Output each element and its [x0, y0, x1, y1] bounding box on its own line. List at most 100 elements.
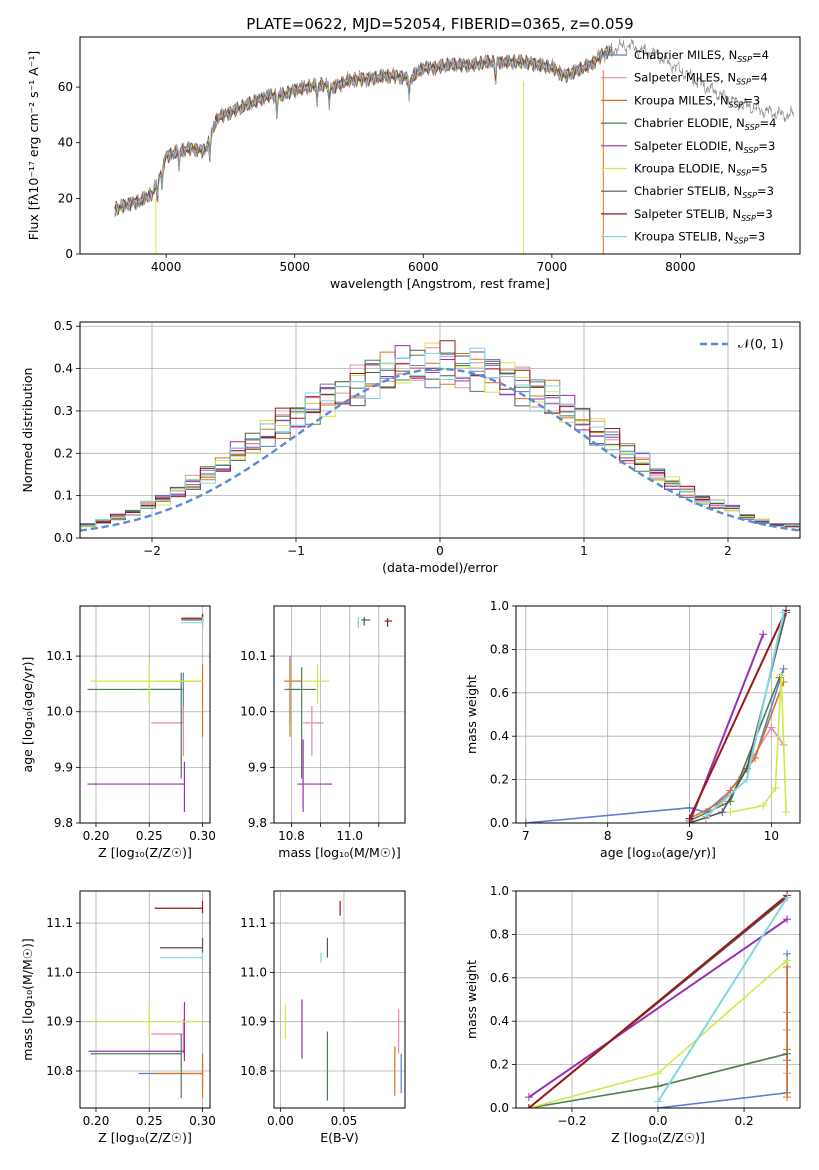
x-tick-label: 8000 — [665, 260, 696, 274]
legend-label-8: Kroupa STELIB, NSSP=3 — [634, 230, 765, 246]
y-axis-label: mass [log₁₀(M/M☉)] — [20, 938, 35, 1060]
age-vs-mass-frame — [273, 605, 406, 824]
mass-vs-ebv-plot-area — [284, 900, 402, 1101]
legend-label-2: Kroupa MILES, NSSP=3 — [634, 93, 760, 109]
x-axis-label: Z [log₁₀(Z/Z☉)] — [98, 845, 192, 860]
legend-label-3: Chabrier ELODIE, NSSP=4 — [634, 116, 776, 132]
weight-marker — [685, 803, 694, 812]
residuals-plot-area — [80, 340, 800, 532]
weight-marker — [783, 1093, 792, 1102]
weight-line-8 — [657, 896, 788, 1103]
weight-marker — [759, 801, 768, 810]
weight-marker — [718, 808, 727, 817]
massweight-vs-age-frame — [515, 605, 801, 824]
weight-marker — [701, 812, 710, 821]
y-tick-label: 11.1 — [240, 916, 267, 930]
age-vs-mass-axes: 10.8 11.0 9.8 9.9 10.0 10.1 mass [log₁₀(M/M☉)] — [240, 606, 405, 860]
normal-legend-label: 𝒩(0, 1) — [738, 336, 784, 351]
y-axis-label: Normed distribution — [20, 368, 35, 493]
model-spectrum-4 — [114, 46, 613, 213]
model-spectrum-3 — [114, 45, 613, 214]
mass-vs-Z-axes: 0.20 0.25 0.30 10.8 10.9 11.0 11.1 Z [log₁₀(Z/Z… — [20, 891, 216, 1145]
y-tick-label: 10.8 — [240, 1064, 267, 1078]
weight-marker — [777, 671, 786, 680]
y-tick-label: 0.2 — [490, 1058, 509, 1072]
spectrum-legend: Chabrier MILES, NSSP=4 Salpeter MILES, NS… — [601, 48, 776, 246]
x-tick-label: 2 — [724, 544, 732, 558]
x-tick-label: 1 — [580, 544, 588, 558]
weight-line-7 — [528, 894, 788, 1108]
x-tick-label: 0 — [436, 544, 444, 558]
weight-marker — [759, 630, 768, 639]
weight-marker — [685, 814, 694, 823]
y-tick-label: 11.1 — [46, 916, 73, 930]
y-tick-label: 1.0 — [490, 884, 509, 898]
mass-vs-Z-frame — [79, 890, 211, 1109]
spectrum-title: PLATE=0622, MJD=52054, FIBERID=0365, z=0… — [246, 15, 633, 33]
weight-marker — [779, 664, 788, 673]
y-tick-label: 10.0 — [46, 705, 73, 719]
x-axis-label: wavelength [Angstrom, rest frame] — [330, 276, 550, 291]
y-tick-label: 9.8 — [248, 816, 267, 830]
y-tick-label: 0 — [65, 247, 73, 261]
y-tick-label: 10.9 — [46, 1015, 73, 1029]
x-tick-label: 0.30 — [189, 829, 216, 843]
massweight-vs-age-plot-area — [521, 606, 791, 823]
y-tick-label: 10.0 — [240, 705, 267, 719]
spectrum-plot-area — [114, 38, 794, 254]
x-tick-label: −1 — [287, 544, 305, 558]
weight-marker — [767, 723, 776, 732]
y-tick-label: 0.0 — [490, 1101, 509, 1115]
weight-marker — [783, 956, 792, 965]
y-tick-label: 0.2 — [490, 773, 509, 787]
y-tick-label: 0.8 — [490, 642, 509, 656]
y-axis-label: mass weight — [464, 675, 479, 754]
weight-marker — [783, 893, 792, 902]
spectrum-axes: 4000 5000 6000 7000 8000 0 20 40 60 wavelength [A… — [26, 51, 696, 291]
age-vs-Z-axes: 0.20 0.25 0.30 9.8 9.9 10.0 10.1 Z [log₁₀(Z/Z☉)… — [20, 606, 216, 860]
y-tick-label: 10.8 — [46, 1064, 73, 1078]
legend-label-6: Chabrier STELIB, NSSP=3 — [634, 184, 774, 200]
weight-marker — [783, 915, 792, 924]
massweight-vs-age-axes: 7 8 9 10 0.0 0.2 0.4 0.6 0.8 1.0 age [log₁₀(age/yr… — [464, 599, 800, 860]
weight-marker — [782, 808, 791, 817]
y-tick-label: 11.0 — [240, 965, 267, 979]
y-tick-label: 10.1 — [240, 649, 267, 663]
massweight-vs-Z-frame — [515, 890, 801, 1109]
y-tick-label: 60 — [58, 80, 73, 94]
age-vs-Z-plot-area — [87, 613, 204, 812]
x-tick-label: 0.20 — [83, 829, 110, 843]
weight-line-3 — [689, 677, 781, 822]
weight-marker — [726, 808, 735, 817]
weight-marker — [771, 784, 780, 793]
weight-marker — [654, 1069, 662, 1078]
x-tick-label: 0.25 — [136, 1114, 163, 1128]
weight-marker — [521, 819, 530, 823]
mass-vs-Z-plot-area — [88, 900, 204, 1099]
x-tick-label: −0.2 — [557, 1114, 586, 1128]
x-tick-label: 10.8 — [278, 829, 305, 843]
y-tick-label: 0.1 — [54, 489, 73, 503]
x-tick-label: 11.0 — [336, 829, 363, 843]
weight-marker — [654, 1097, 662, 1106]
y-tick-label: 0.4 — [490, 729, 509, 743]
x-tick-label: 5000 — [279, 260, 310, 274]
legend-label-7: Salpeter STELIB, NSSP=3 — [634, 207, 773, 223]
y-tick-label: 11.0 — [46, 965, 73, 979]
x-tick-label: 0.20 — [83, 1114, 110, 1128]
x-tick-label: 6000 — [408, 260, 439, 274]
legend-label-5: Kroupa ELODIE, NSSP=5 — [634, 162, 768, 178]
model-spectrum-7 — [114, 46, 613, 216]
legend-label-0: Chabrier MILES, NSSP=4 — [634, 48, 769, 64]
age-vs-Z-frame — [79, 605, 211, 824]
normal-curve — [80, 367, 800, 532]
y-tick-label: 9.8 — [54, 816, 73, 830]
x-axis-label: age [log₁₀(age/yr)] — [600, 845, 716, 860]
y-tick-label: 0.4 — [54, 362, 73, 376]
y-axis-label: Flux [fλ10⁻¹⁷ erg cm⁻² s⁻¹ A⁻¹] — [26, 51, 41, 240]
y-tick-label: 0.5 — [54, 319, 73, 333]
x-tick-label: 0.25 — [136, 829, 163, 843]
y-tick-label: 0.0 — [490, 816, 509, 830]
x-tick-label: 8 — [604, 829, 612, 843]
y-axis-label: age [log₁₀(age/yr)] — [20, 657, 35, 773]
